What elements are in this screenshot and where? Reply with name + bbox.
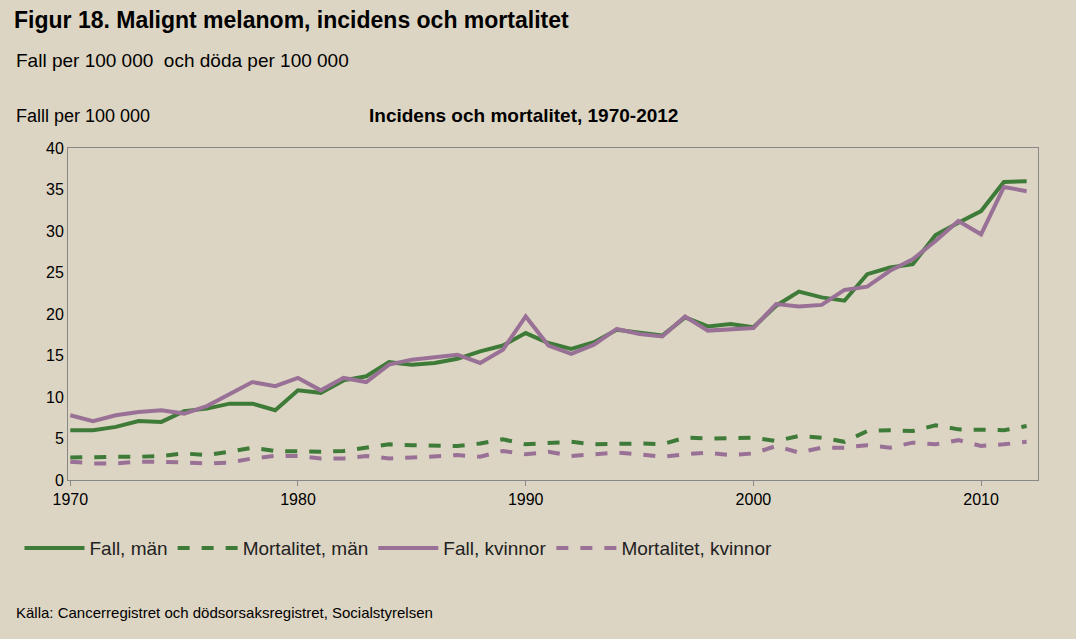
svg-text:35: 35 bbox=[46, 181, 64, 198]
svg-text:10: 10 bbox=[46, 389, 64, 406]
svg-text:40: 40 bbox=[46, 140, 64, 157]
svg-text:25: 25 bbox=[46, 264, 64, 281]
svg-text:30: 30 bbox=[46, 223, 64, 240]
svg-text:Mortalitet, kvinnor: Mortalitet, kvinnor bbox=[621, 538, 772, 559]
svg-text:2010: 2010 bbox=[963, 491, 999, 508]
svg-text:0: 0 bbox=[55, 472, 64, 489]
svg-text:Fall, män: Fall, män bbox=[90, 538, 168, 559]
svg-text:Fall per 100 000 och döda per: Fall per 100 000 och döda per 100 000 bbox=[16, 50, 349, 71]
svg-text:1990: 1990 bbox=[508, 491, 544, 508]
svg-text:Figur 18. Malignt melanom, inc: Figur 18. Malignt melanom, incidens och … bbox=[14, 7, 569, 33]
svg-text:20: 20 bbox=[46, 306, 64, 323]
svg-text:Källa: Cancerregistret och död: Källa: Cancerregistret och dödsorsaksreg… bbox=[16, 604, 433, 621]
svg-text:1970: 1970 bbox=[52, 491, 88, 508]
svg-text:Falll per 100 000: Falll per 100 000 bbox=[16, 106, 150, 126]
svg-text:Mortalitet, män: Mortalitet, män bbox=[243, 538, 369, 559]
svg-text:15: 15 bbox=[46, 347, 64, 364]
svg-text:Incidens och mortalitet, 1970-: Incidens och mortalitet, 1970-2012 bbox=[369, 105, 678, 126]
svg-text:2000: 2000 bbox=[736, 491, 772, 508]
svg-text:1980: 1980 bbox=[280, 491, 316, 508]
svg-text:5: 5 bbox=[55, 430, 64, 447]
svg-text:Fall, kvinnor: Fall, kvinnor bbox=[443, 538, 546, 559]
